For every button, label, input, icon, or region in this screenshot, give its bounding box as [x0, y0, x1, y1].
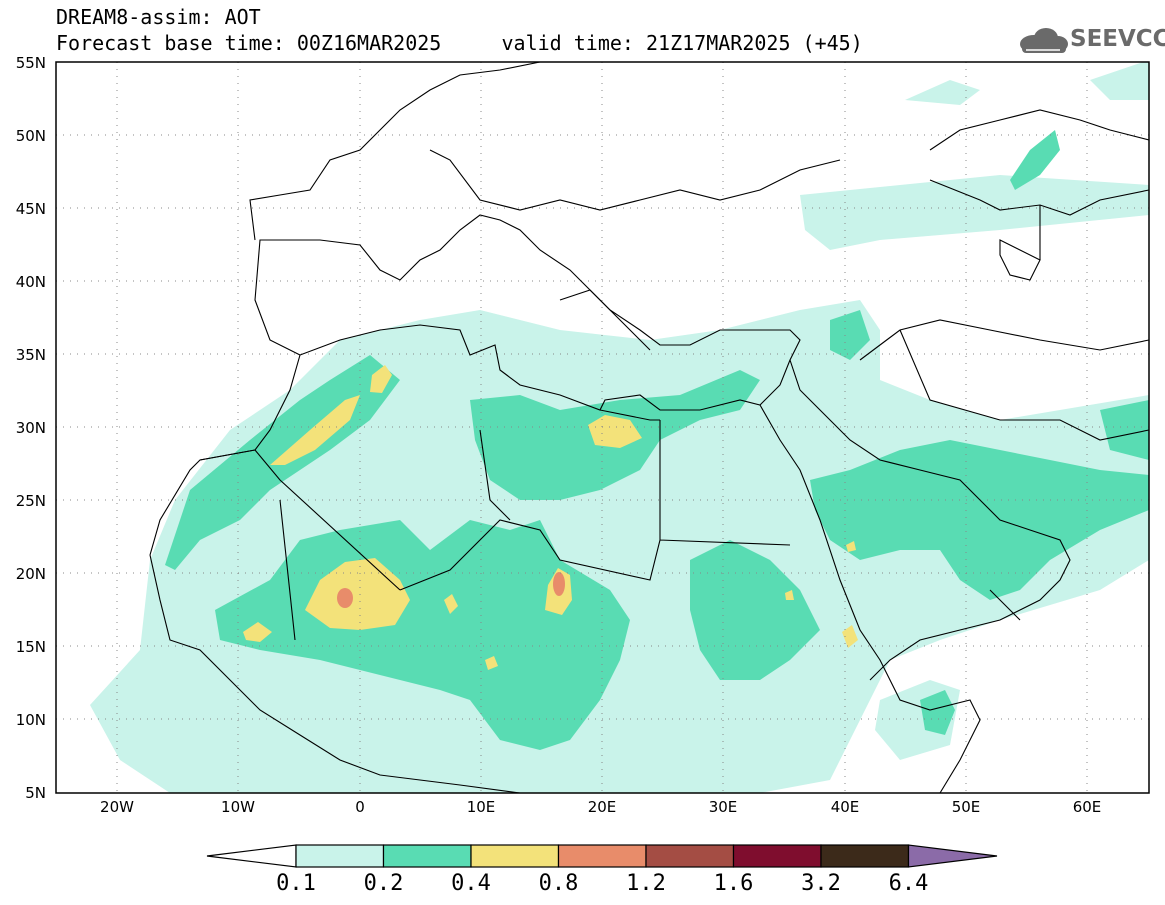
seevccc-logo: [1020, 28, 1068, 53]
lat-label: 50N: [15, 127, 46, 145]
coastlines: [149, 62, 1149, 793]
aot-class-0.4: [243, 365, 858, 670]
grid-lines: [56, 62, 1149, 793]
colorbar-level-label: 1.2: [626, 871, 666, 896]
lat-label: 5N: [25, 784, 46, 802]
aot-class-0.8: [337, 572, 565, 608]
lon-label: 0: [355, 798, 365, 816]
lat-label: 20N: [15, 565, 46, 583]
lat-label: 55N: [15, 54, 46, 72]
lon-label: 30E: [708, 798, 738, 816]
map-frame: [55, 61, 1150, 794]
colorbar-level-label: 0.4: [451, 871, 491, 896]
lat-label: 15N: [15, 638, 46, 656]
colorbar-swatch: [557, 844, 647, 868]
map-title: DREAM8-assim: AOT: [56, 5, 261, 29]
lat-label: 35N: [15, 346, 46, 364]
colorbar-level-label: 3.2: [801, 871, 841, 896]
colorbar-level-label: 0.1: [276, 871, 316, 896]
logo-text: SEEVCCC: [1070, 26, 1165, 52]
lon-label: 50E: [951, 798, 981, 816]
lon-label: 20W: [100, 798, 134, 816]
lon-label: 20E: [587, 798, 617, 816]
colorbar-swatch: [470, 844, 560, 868]
colorbar-swatch: [645, 844, 735, 868]
colorbar-level-label: 0.2: [363, 871, 404, 896]
colorbar-level-label: 6.4: [888, 871, 929, 896]
colorbar-swatch: [732, 844, 822, 868]
colorbar-swatch: [820, 844, 910, 868]
lon-label: 10E: [466, 798, 496, 816]
lat-label: 40N: [15, 273, 46, 291]
colorbar-swatch: [295, 844, 385, 868]
colorbar-level-label: 0.8: [538, 871, 579, 896]
lat-label: 25N: [15, 492, 46, 510]
colorbar-below-arrow: [206, 844, 297, 868]
lat-label: 30N: [15, 419, 46, 437]
colorbar-above-arrow: [907, 844, 998, 868]
lon-label: 60E: [1072, 798, 1102, 816]
lat-label: 45N: [15, 200, 46, 218]
colorbar-swatch: [382, 844, 472, 868]
colorbar-level-label: 1.6: [713, 871, 754, 896]
lat-label: 10N: [15, 711, 46, 729]
lon-label: 10W: [221, 798, 255, 816]
forecast-time-line: Forecast base time: 00Z16MAR2025 valid t…: [56, 31, 863, 55]
lon-label: 40E: [830, 798, 860, 816]
